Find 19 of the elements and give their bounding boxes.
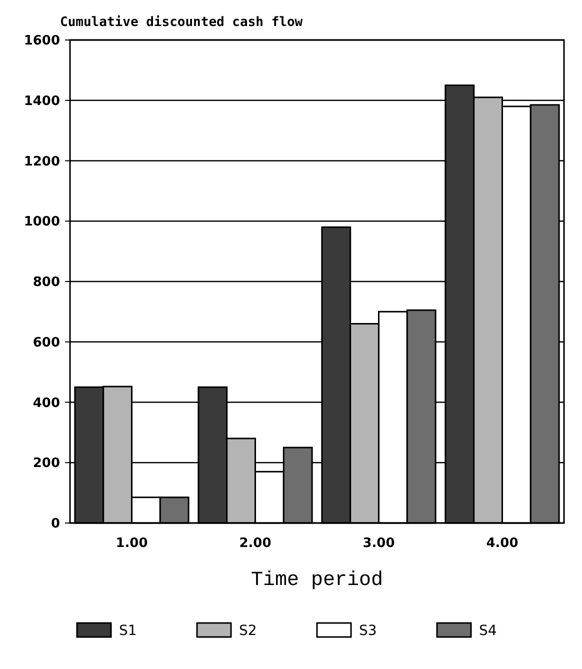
x-tick-label: 3.00 [362,536,395,551]
x-tick-label: 2.00 [239,536,272,551]
y-tick-label: 1000 [24,214,60,230]
y-tick-label: 400 [32,396,60,411]
chart-title: Cumulative discounted cash flow [60,15,303,30]
y-tick-label: 1400 [24,94,60,109]
x-axis-title: Time period [250,569,384,592]
legend-label: S3 [359,623,377,639]
y-tick-label: 200 [32,456,60,472]
y-tick-label: 0 [50,516,60,532]
legend-label: S4 [479,623,497,639]
y-tick-label: 800 [32,275,60,290]
x-tick-label: 1.00 [116,536,148,551]
y-tick-label: 600 [32,335,60,350]
y-tick-label: 1200 [24,154,60,170]
y-tick-label: 1600 [24,34,60,49]
legend-label: S1 [119,623,137,639]
x-tick-label: 4.00 [486,536,518,551]
legend-label: S2 [239,623,257,639]
